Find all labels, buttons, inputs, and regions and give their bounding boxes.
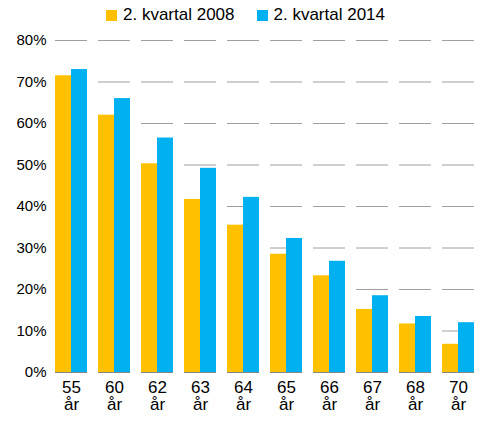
- html-text:2. kvartal 2014: 2. kvartal 2014: [273, 5, 385, 24]
- svg-text:50%: 50%: [16, 156, 46, 173]
- svg-text:70år: 70år: [449, 378, 468, 414]
- svg-text:67år: 67år: [363, 378, 382, 414]
- svg-text:62år: 62år: [148, 378, 167, 414]
- svg-text:60%: 60%: [16, 114, 46, 131]
- svg-text:30%: 30%: [16, 239, 46, 256]
- html-text:2. kvartal 2008: 2. kvartal 2008: [123, 5, 235, 24]
- svg-text:64år: 64år: [234, 378, 253, 414]
- svg-text:80%: 80%: [16, 31, 46, 48]
- svg-text:40%: 40%: [16, 197, 46, 214]
- svg-text:65år: 65år: [277, 378, 296, 414]
- svg-text:63år: 63år: [191, 378, 210, 414]
- svg-text:0%: 0%: [25, 363, 47, 380]
- svg-text:66år: 66år: [320, 378, 339, 414]
- svg-text:68år: 68år: [406, 378, 425, 414]
- svg-text:10%: 10%: [16, 322, 46, 339]
- svg-text:70%: 70%: [16, 73, 46, 90]
- svg-text:60år: 60år: [105, 378, 124, 414]
- svg-text:55år: 55år: [62, 378, 81, 414]
- svg-text:20%: 20%: [16, 280, 46, 297]
